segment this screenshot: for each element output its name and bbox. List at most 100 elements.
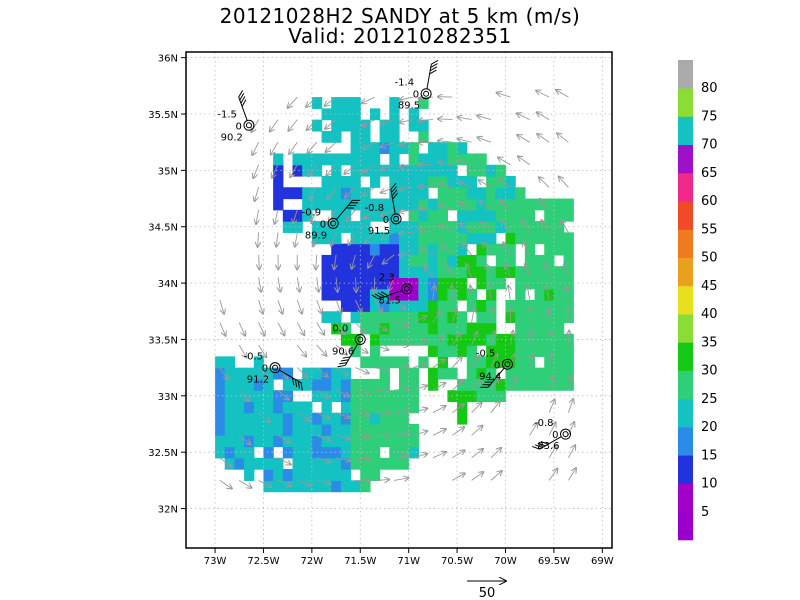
wind-vector — [399, 120, 414, 123]
wind-speed-cell — [224, 378, 236, 391]
wind-vector — [277, 389, 289, 400]
station-outer-circle — [560, 428, 572, 440]
wind-vector — [335, 389, 349, 396]
scale-label: 50 — [479, 586, 496, 600]
wind-speed-cell — [553, 288, 565, 301]
wind-speed-cell — [553, 198, 565, 211]
wind-speed-cell — [379, 401, 390, 414]
y-axis: 32N 32.5N 33N 33.5N 34N 34.5N 35N 35.5N 36N — [148, 54, 186, 516]
wind-speed-cell — [369, 401, 381, 414]
wind-speed-cell — [389, 176, 400, 188]
wind-vector — [440, 225, 453, 233]
colorbar-label: 70 — [701, 138, 718, 153]
colorbar-label: 5 — [701, 505, 709, 520]
wind-speed-cell — [331, 288, 342, 301]
wind-speed-cell — [263, 446, 274, 459]
wind-speed-cell — [302, 424, 313, 436]
wind-speed-cell — [408, 243, 419, 256]
wind-speed-cell — [350, 412, 361, 425]
colorbar-label: 30 — [701, 364, 718, 379]
wind-speed-cell — [428, 153, 439, 166]
wind-vector — [459, 203, 472, 211]
wind-speed-cell — [437, 232, 449, 245]
wind-speed-cell — [447, 232, 458, 245]
wind-vector — [219, 299, 224, 314]
wind-vector — [316, 480, 331, 484]
wind-speed-cell — [447, 254, 458, 267]
wind-speed-cell — [486, 288, 497, 301]
wind-speed-cell — [350, 288, 361, 301]
wind-speed-cell — [292, 209, 303, 222]
wind-speed-cell — [515, 288, 526, 301]
wind-vector — [219, 367, 228, 380]
y-tick-label: 32.5N — [148, 448, 178, 459]
wind-vector — [557, 133, 569, 143]
wind-speed-cell — [350, 345, 361, 357]
wind-speed-cell — [282, 209, 294, 222]
wind-speed-cell — [360, 153, 371, 166]
wind-speed-cell — [495, 243, 507, 256]
wind-vector — [238, 389, 249, 401]
wind-speed-cell — [524, 367, 536, 380]
wind-speed-cell — [505, 198, 516, 211]
wind-speed-cell — [340, 198, 352, 211]
wind-speed-cell — [331, 367, 342, 380]
wind-speed-cell — [408, 446, 419, 459]
station-label-top: 0.0 — [332, 323, 348, 334]
wind-speed-cell — [340, 401, 352, 414]
wind-speed-cell — [544, 356, 555, 369]
wind-vectors — [219, 90, 576, 489]
wind-speed-cell — [534, 232, 545, 245]
wind-speed-cell — [273, 187, 284, 200]
wind-speed-cell — [428, 142, 439, 155]
wind-vector — [452, 450, 464, 459]
wind-vector — [399, 232, 414, 234]
wind-speed-cell — [379, 243, 390, 256]
wind-speed-cell — [340, 480, 352, 493]
wind-speed-cell — [321, 311, 332, 324]
wind-speed-cell — [428, 254, 439, 267]
wind-speed-cell — [457, 254, 468, 267]
station-label-mid: 0 — [262, 364, 268, 375]
wind-speed-cell — [369, 356, 381, 369]
wind-speed-cell — [486, 187, 497, 200]
wind-speed-cell — [340, 97, 352, 109]
station-inner-circle — [393, 215, 400, 222]
station-label-bottom: 90.2 — [221, 132, 243, 143]
wind-vector — [470, 286, 471, 301]
wind-speed-cell — [466, 378, 478, 391]
wind-vector — [471, 449, 483, 459]
wind-speed-cell — [486, 322, 497, 335]
wind-vector — [500, 200, 511, 211]
wind-vector — [297, 277, 299, 292]
wind-vector — [508, 286, 510, 301]
station-outer-circle — [401, 283, 413, 295]
wind-speed-cell — [399, 457, 410, 470]
wind-vector — [399, 165, 414, 168]
wind-speed-cell — [360, 424, 371, 436]
wind-speed-cell — [399, 412, 410, 425]
wind-speed-cell — [350, 424, 361, 436]
wind-speed-cell — [515, 198, 526, 211]
wind-speed-cell — [524, 209, 536, 222]
wind-speed-cell — [399, 333, 410, 346]
wind-speed-cell — [408, 266, 419, 279]
wind-speed-cell — [544, 322, 555, 335]
wind-speed-cell — [418, 164, 429, 177]
wind-speed-cell — [544, 277, 555, 290]
wind-speed-cell — [350, 435, 361, 448]
y-tick-label: 34.5N — [148, 223, 178, 234]
wind-speed-cell — [234, 424, 245, 436]
station-label-top: -0.8 — [534, 418, 554, 429]
wind-vector — [394, 411, 408, 413]
wind-speed-cell — [563, 356, 574, 369]
wind-speed-cell — [544, 367, 555, 380]
wind-speed-cell — [321, 266, 332, 279]
vector-scale-legend: 50 — [467, 581, 506, 600]
wind-speed-cell — [244, 457, 255, 470]
wind-speed-cell — [360, 435, 371, 448]
wind-barb-flag — [374, 293, 382, 299]
wind-speed-cell — [515, 367, 526, 380]
wind-speed-cell — [292, 378, 303, 391]
